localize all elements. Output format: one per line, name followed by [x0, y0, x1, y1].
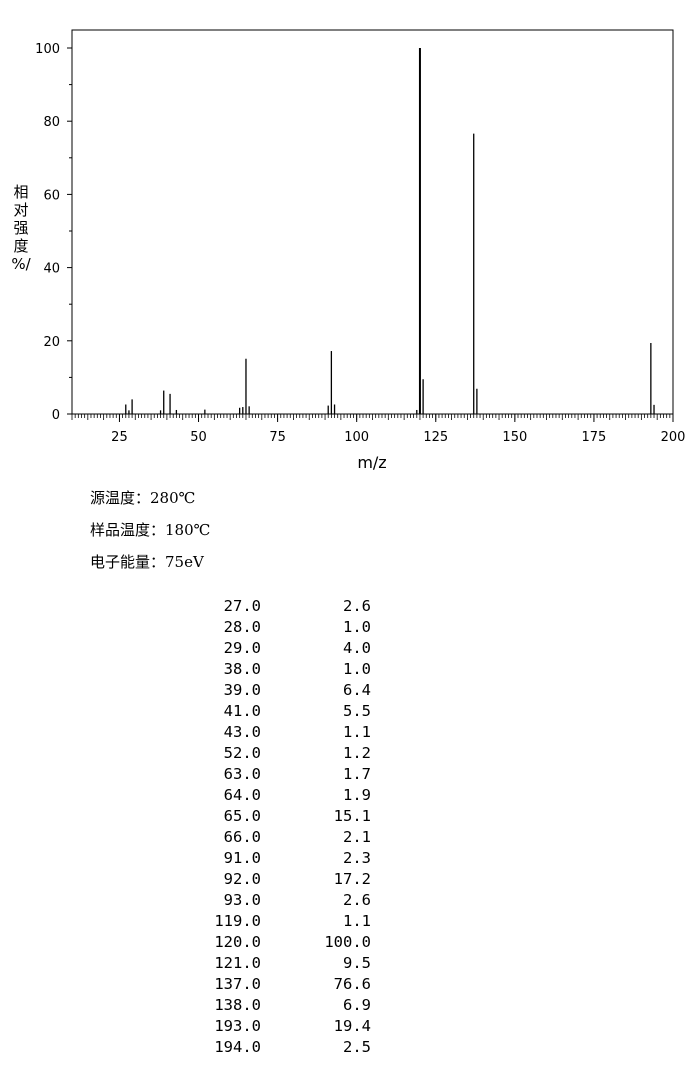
y-axis-label-char: 相 [13, 183, 29, 201]
peak-intensity: 76.6 [333, 975, 371, 993]
peak-intensity: 2.6 [343, 891, 371, 909]
table-row: 91.0 2.3 [180, 848, 371, 869]
peak-intensity: 1.9 [343, 786, 371, 804]
peak-mz: 28.0 [223, 618, 261, 636]
plot-frame [71, 29, 674, 415]
peak-intensity: 100.0 [324, 933, 371, 951]
x-tick-label: 100 [344, 430, 369, 445]
peak-intensity: 1.0 [343, 660, 371, 678]
table-row: 119.0 1.1 [180, 911, 371, 932]
peak-intensity: 1.0 [343, 618, 371, 636]
table-row: 138.0 6.9 [180, 995, 371, 1016]
sample-temperature: 样品温度：180℃ [90, 521, 211, 539]
peak-mz: 92.0 [223, 870, 261, 888]
y-tick-label: 80 [43, 115, 60, 130]
y-axis-label-char: 度 [13, 237, 29, 255]
table-row: 63.0 1.7 [180, 764, 371, 785]
x-tick-label: 175 [582, 430, 607, 445]
y-tick-label: 40 [43, 262, 60, 277]
y-tick-label: 60 [43, 188, 60, 203]
x-tick-label: 75 [269, 430, 286, 445]
table-row: 194.0 2.5 [180, 1037, 371, 1058]
y-axis-label: 相对强度 %/ [11, 183, 31, 273]
x-tick-label: 150 [502, 430, 527, 445]
y-axis-label-char: 对 [13, 201, 29, 219]
table-row: 29.0 4.0 [180, 638, 371, 659]
x-tick-label: 200 [661, 430, 686, 445]
peak-mz: 29.0 [223, 639, 261, 657]
table-row: 193.0 19.4 [180, 1016, 371, 1037]
table-row: 38.0 1.0 [180, 659, 371, 680]
electron-energy: 电子能量：75eV [90, 553, 204, 571]
peak-mz: 65.0 [223, 807, 261, 825]
peak-intensity: 17.2 [333, 870, 371, 888]
table-row: 93.0 2.6 [180, 890, 371, 911]
peak-mz: 120.0 [214, 933, 261, 951]
peak-mz: 91.0 [223, 849, 261, 867]
peak-intensity: 1.1 [343, 912, 371, 930]
x-tick-label: 125 [423, 430, 448, 445]
peak-mz: 64.0 [223, 786, 261, 804]
table-row: 43.0 1.1 [180, 722, 371, 743]
peak-mz: 52.0 [223, 744, 261, 762]
x-tick-label: 50 [190, 430, 207, 445]
peak-mz: 63.0 [223, 765, 261, 783]
peak-mz: 39.0 [223, 681, 261, 699]
peak-intensity: 5.5 [343, 702, 371, 720]
table-row: 121.0 9.5 [180, 953, 371, 974]
peak-mz: 27.0 [223, 597, 261, 615]
peak-intensity: 6.9 [343, 996, 371, 1014]
peak-intensity: 9.5 [343, 954, 371, 972]
table-row: 120.0 100.0 [180, 932, 371, 953]
spectrum-peaks [125, 48, 655, 414]
peak-intensity: 2.5 [343, 1038, 371, 1056]
peak-mz: 66.0 [223, 828, 261, 846]
peak-intensity: 2.6 [343, 597, 371, 615]
peak-intensity: 1.7 [343, 765, 371, 783]
peak-mz: 194.0 [214, 1038, 261, 1056]
x-axis-label: m/z [357, 453, 386, 472]
table-row: 28.0 1.0 [180, 617, 371, 638]
peak-mz: 43.0 [223, 723, 261, 741]
peak-mz: 193.0 [214, 1017, 261, 1035]
y-axis-ticks: 0 20 40 60 80 100 [35, 42, 72, 423]
peak-mz: 93.0 [223, 891, 261, 909]
peak-mz: 41.0 [223, 702, 261, 720]
y-tick-label: 0 [52, 408, 60, 423]
table-row: 39.0 6.4 [180, 680, 371, 701]
table-row: 66.0 2.1 [180, 827, 371, 848]
table-row: 52.0 1.2 [180, 743, 371, 764]
source-temperature: 源温度：280℃ [90, 489, 196, 507]
peak-intensity: 2.1 [343, 828, 371, 846]
peak-intensity: 19.4 [333, 1017, 371, 1035]
y-axis-label-char: %/ [11, 255, 31, 273]
table-row: 92.0 17.2 [180, 869, 371, 890]
x-tick-label: 25 [111, 430, 128, 445]
peak-intensity: 1.2 [343, 744, 371, 762]
table-row: 65.0 15.1 [180, 806, 371, 827]
y-tick-label: 100 [35, 42, 60, 57]
x-axis-ticks: 25 50 75 100 125 150 175 200 [111, 414, 685, 445]
table-row: 41.0 5.5 [180, 701, 371, 722]
peak-intensity: 1.1 [343, 723, 371, 741]
peak-table: 27.0 2.6 28.0 1.0 29.0 4.0 38.0 1.0 39.0 6.4 41.0 5… [180, 596, 371, 1058]
peak-mz: 121.0 [214, 954, 261, 972]
peak-mz: 119.0 [214, 912, 261, 930]
y-tick-label: 20 [43, 335, 60, 350]
peak-intensity: 2.3 [343, 849, 371, 867]
peak-mz: 137.0 [214, 975, 261, 993]
minor-ticks [71, 414, 674, 420]
peak-intensity: 6.4 [343, 681, 371, 699]
peak-intensity: 15.1 [333, 807, 371, 825]
y-axis-label-char: 强 [13, 219, 29, 237]
table-row: 27.0 2.6 [180, 596, 371, 617]
peak-mz: 38.0 [223, 660, 261, 678]
table-row: 137.0 76.6 [180, 974, 371, 995]
table-row: 64.0 1.9 [180, 785, 371, 806]
peak-mz: 138.0 [214, 996, 261, 1014]
mass-spectrum-chart: 0 20 40 60 80 100 25 50 75 100 125 150 175 200 m/z [35, 29, 685, 472]
peak-intensity: 4.0 [343, 639, 371, 657]
